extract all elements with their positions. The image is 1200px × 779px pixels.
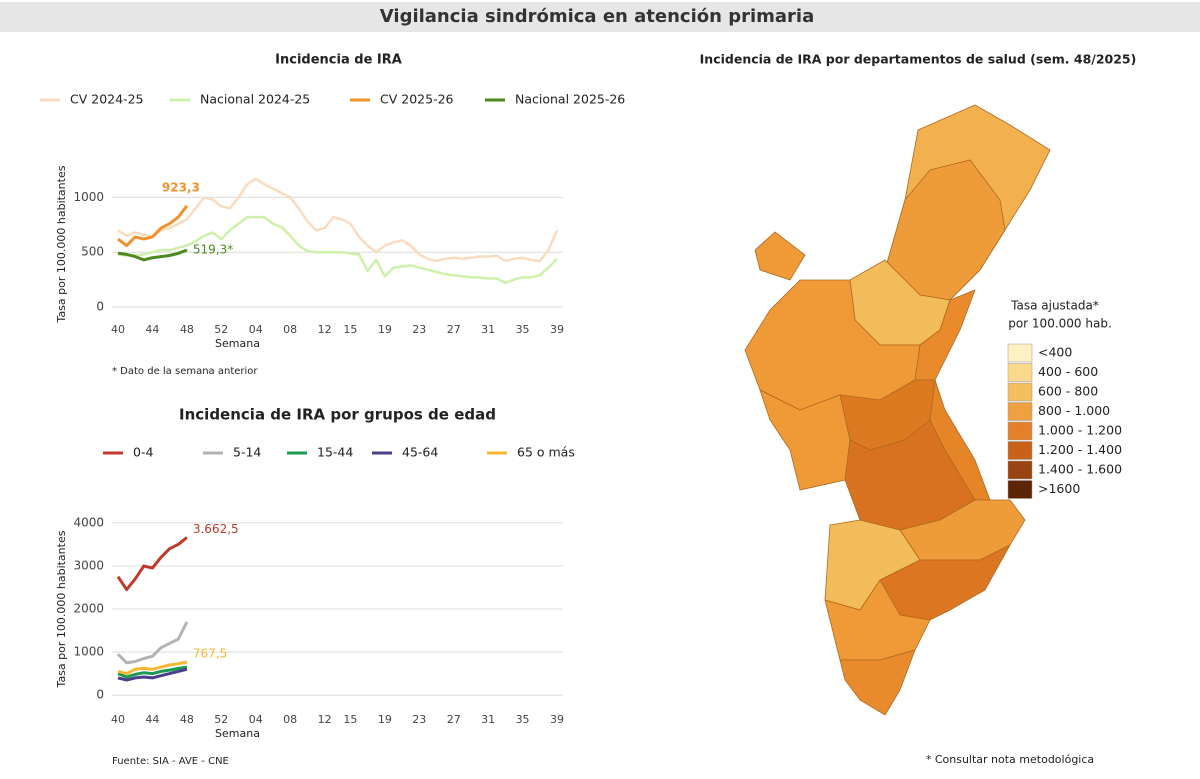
x-tick-label: 52 bbox=[214, 323, 228, 336]
line bbox=[117, 204, 189, 248]
source: Fuente: SIA - AVE - CNE bbox=[112, 756, 229, 767]
region-enclave bbox=[754, 231, 806, 281]
line bbox=[117, 177, 559, 263]
x-tick-label: 39 bbox=[550, 713, 564, 726]
data-label: 767,5 bbox=[193, 647, 227, 661]
x-tick-label: 48 bbox=[180, 323, 194, 336]
x-tick-label: 40 bbox=[111, 323, 125, 336]
x-tick-label: 08 bbox=[283, 323, 297, 336]
legend-swatch bbox=[1007, 363, 1033, 382]
x-tick-label: 35 bbox=[516, 713, 530, 726]
x-tick-label: 44 bbox=[145, 713, 159, 726]
data-label: 923,3 bbox=[162, 180, 200, 194]
region bbox=[839, 649, 916, 716]
legend-label: 600 - 800 bbox=[1038, 384, 1098, 399]
x-tick-label: 44 bbox=[145, 323, 159, 336]
legend-swatch bbox=[1007, 402, 1033, 421]
legend-label: CV 2025-26 bbox=[380, 92, 454, 107]
map-legend-subtitle: por 100.000 hab. bbox=[1008, 317, 1112, 331]
data-label: 3.662,5 bbox=[193, 522, 239, 536]
region bbox=[929, 379, 991, 501]
x-tick-label: 31 bbox=[481, 323, 495, 336]
legend-label: Nacional 2025-26 bbox=[515, 92, 625, 107]
map-title: Incidencia de IRA por departamentos de s… bbox=[700, 52, 1137, 67]
map-legend-title: Tasa ajustada* bbox=[1010, 299, 1099, 313]
legend-label: 1.000 - 1.200 bbox=[1038, 423, 1122, 438]
y-tick-label: 500 bbox=[81, 245, 104, 259]
legend-swatch bbox=[1007, 421, 1033, 441]
y-tick-label: 4000 bbox=[73, 515, 104, 529]
legend-swatch bbox=[1007, 460, 1033, 480]
chart-title: Incidencia de IRA bbox=[275, 53, 402, 68]
x-tick-label: 31 bbox=[481, 713, 495, 726]
y-axis-label: Tasa por 100.000 habitantes bbox=[55, 165, 68, 323]
y-tick-label: 0 bbox=[96, 688, 104, 702]
line bbox=[117, 665, 188, 679]
line bbox=[117, 667, 188, 682]
y-tick-label: 0 bbox=[96, 300, 104, 314]
map bbox=[744, 104, 1051, 716]
x-tick-label: 48 bbox=[180, 713, 194, 726]
legend-label: 45-64 bbox=[402, 445, 438, 460]
x-tick-label: 23 bbox=[412, 323, 426, 336]
x-axis-label: Semana bbox=[215, 337, 260, 350]
x-tick-label: 04 bbox=[249, 323, 263, 336]
x-tick-label: 27 bbox=[447, 323, 461, 336]
x-tick-label: 19 bbox=[378, 713, 392, 726]
legend-label: >1600 bbox=[1038, 481, 1080, 496]
x-tick-label: 52 bbox=[214, 713, 228, 726]
x-tick-label: 15 bbox=[343, 713, 357, 726]
x-tick-label: 19 bbox=[378, 323, 392, 336]
line bbox=[116, 536, 188, 592]
legend-label: 65 o más bbox=[517, 445, 575, 460]
legend-swatch bbox=[1007, 343, 1033, 363]
legend-label: 1.400 - 1.600 bbox=[1038, 462, 1122, 477]
line bbox=[116, 621, 189, 665]
x-tick-label: 23 bbox=[412, 713, 426, 726]
y-tick-label: 3000 bbox=[73, 558, 104, 572]
data-label: 519,3* bbox=[193, 243, 233, 257]
x-tick-label: 39 bbox=[550, 323, 564, 336]
map-legend: <400 400 - 600 600 - 800 800 - 1.000 1.000 -… bbox=[1007, 343, 1122, 499]
legend-swatch bbox=[1007, 480, 1033, 499]
x-tick-label: 04 bbox=[249, 713, 263, 726]
legend-label: 5-14 bbox=[233, 445, 261, 460]
legend-label: <400 bbox=[1038, 345, 1072, 360]
legend-label: Nacional 2024-25 bbox=[200, 92, 310, 107]
y-tick-label: 1000 bbox=[73, 190, 104, 204]
legend-swatch bbox=[1007, 382, 1033, 402]
y-tick-label: 2000 bbox=[73, 602, 104, 616]
page-title: Vigilancia sindrómica en atención primar… bbox=[380, 6, 814, 27]
footnote: * Dato de la semana anterior bbox=[112, 366, 258, 377]
header-bar bbox=[0, 2, 1200, 32]
y-axis-label: Tasa por 100.000 habitantes bbox=[55, 530, 68, 688]
map-note: * Consultar nota metodológica bbox=[926, 753, 1094, 766]
x-tick-label: 35 bbox=[516, 323, 530, 336]
legend-label: CV 2024-25 bbox=[70, 92, 143, 107]
legend-label: 15-44 bbox=[317, 445, 353, 460]
legend-swatch bbox=[1007, 441, 1033, 460]
line bbox=[117, 660, 188, 676]
line bbox=[117, 248, 188, 262]
x-tick-label: 08 bbox=[283, 713, 297, 726]
legend-label: 800 - 1.000 bbox=[1038, 403, 1110, 418]
x-tick-label: 12 bbox=[318, 713, 332, 726]
x-tick-label: 27 bbox=[447, 713, 461, 726]
legend-label: 1.200 - 1.400 bbox=[1038, 442, 1122, 457]
x-tick-label: 40 bbox=[111, 713, 125, 726]
legend-label: 0-4 bbox=[133, 445, 153, 460]
y-tick-label: 1000 bbox=[73, 645, 104, 659]
line bbox=[117, 215, 558, 285]
x-axis-label: Semana bbox=[215, 727, 260, 740]
legend-label: 400 - 600 bbox=[1038, 364, 1098, 379]
region bbox=[884, 159, 1006, 301]
chart-title: Incidencia de IRA por grupos de edad bbox=[179, 406, 496, 424]
x-tick-label: 15 bbox=[343, 323, 357, 336]
x-tick-label: 12 bbox=[318, 323, 332, 336]
